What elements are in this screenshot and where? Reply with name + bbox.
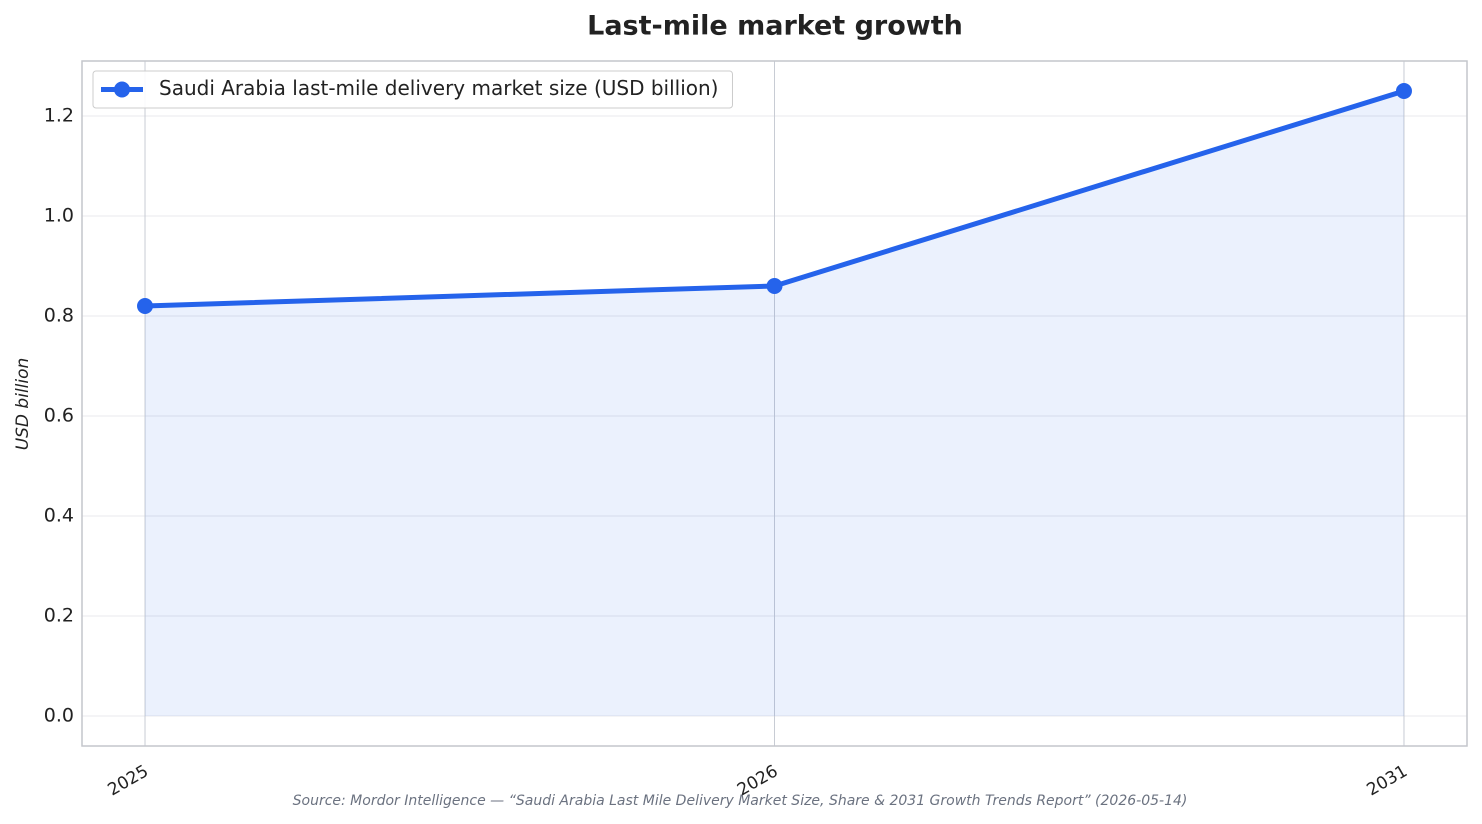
point: [1395, 83, 1412, 99]
y-axis-label: USD billion: [13, 358, 33, 451]
y-tick-label: 1.0: [44, 205, 74, 227]
plot-frame: [81, 60, 1468, 747]
legend-label: Saudi Arabia last-mile delivery market s…: [159, 76, 718, 100]
y-tick-label: 0.6: [44, 405, 74, 427]
x-tick-label: 2031: [1364, 761, 1411, 800]
y-tick-label: 1.2: [44, 105, 74, 127]
point: [766, 278, 783, 294]
chart-title: Last-mile market growth: [587, 11, 963, 42]
point: [137, 298, 154, 314]
area: [145, 91, 1404, 716]
x-tick-label: 2025: [105, 761, 152, 800]
y-tick-label: 0.4: [44, 505, 74, 527]
legend: Saudi Arabia last-mile delivery market s…: [92, 70, 733, 109]
y-tick-label: 0.8: [44, 305, 74, 327]
y-tick-label: 0.2: [44, 605, 74, 627]
legend-box: [92, 70, 733, 109]
y-tick-label: 0.0: [44, 705, 74, 727]
legend-marker: [114, 81, 130, 98]
source-note: Source: Mordor Intelligence — “Saudi Ara…: [293, 793, 1188, 809]
